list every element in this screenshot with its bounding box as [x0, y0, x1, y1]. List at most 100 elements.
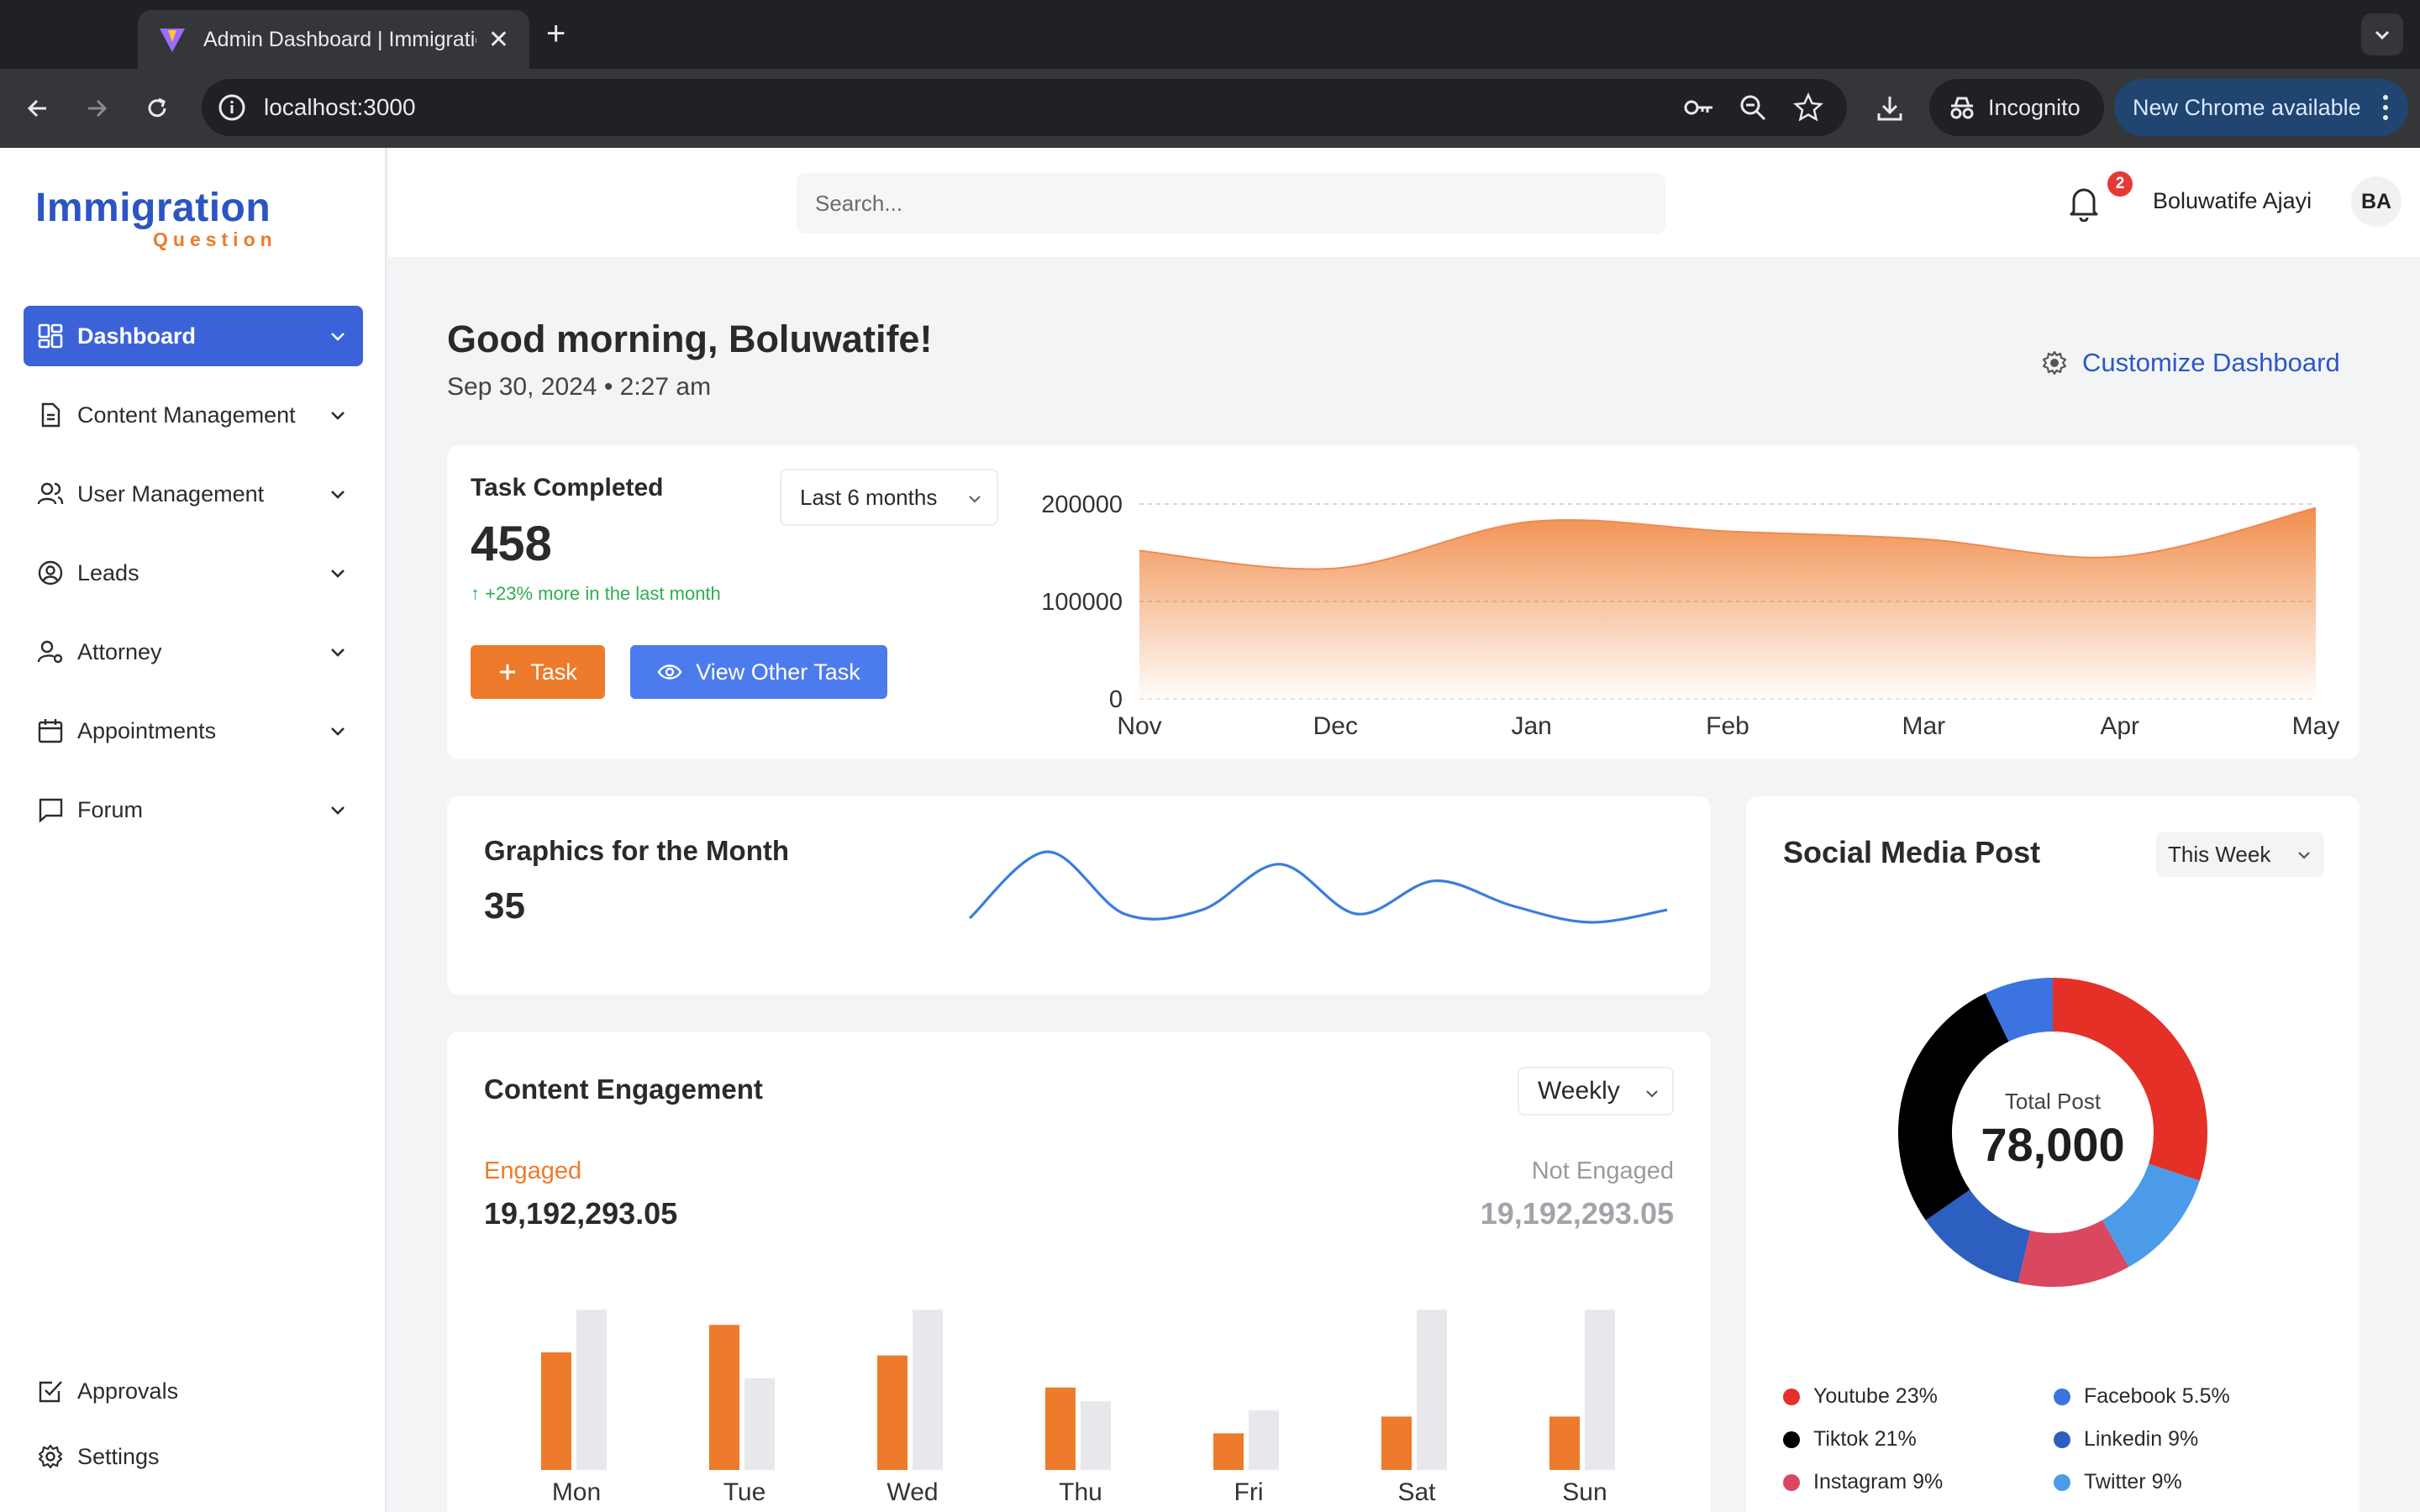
chevron-down-icon: [2375, 30, 2390, 40]
sidebar-item-label: Leads: [77, 559, 139, 585]
sidebar-item-label: Appointments: [77, 717, 217, 743]
add-task-button[interactable]: Task: [471, 645, 605, 699]
engagement-period-select[interactable]: Weekly: [1518, 1067, 1674, 1116]
browser-tab[interactable]: Admin Dashboard | Immigratio ✕: [138, 10, 529, 69]
kebab-menu-icon[interactable]: [2381, 94, 2390, 121]
bar-category-label: Mon: [552, 1478, 601, 1506]
legend-label: Linkedin 9%: [2084, 1427, 2199, 1451]
close-tab-icon[interactable]: ✕: [487, 25, 509, 54]
graphics-value: 35: [484, 885, 525, 927]
back-button[interactable]: [18, 89, 57, 128]
graphics-card-title: Graphics for the Month: [484, 835, 789, 866]
customize-dashboard-link[interactable]: Customize Dashboard: [2042, 348, 2340, 378]
arrow-left-icon: [27, 99, 46, 118]
x-tick-label: Jan: [1511, 712, 1551, 740]
reload-icon: [148, 97, 166, 118]
bookmark-star-icon[interactable]: [1793, 92, 1823, 123]
sidebar-item-appointments[interactable]: Appointments: [24, 701, 363, 761]
sidebar-item-settings[interactable]: Settings: [24, 1426, 363, 1487]
forward-button[interactable]: [77, 89, 116, 128]
info-icon[interactable]: [217, 92, 247, 123]
not-engaged-label: Not Engaged: [1531, 1158, 1674, 1184]
new-tab-icon[interactable]: +: [546, 15, 566, 52]
browser-tab-bar: Admin Dashboard | Immigratio ✕ +: [0, 0, 2420, 69]
bar-category-label: Thu: [1059, 1478, 1102, 1506]
y-tick-label: 100000: [1041, 589, 1123, 616]
graphics-sparkline: [968, 850, 1668, 924]
zoom-icon[interactable]: [1738, 92, 1768, 123]
legend-dot: [1783, 1473, 1800, 1491]
arrow-up-icon: ↑: [471, 583, 486, 604]
legend-dot: [2054, 1473, 2070, 1491]
sidebar-item-label: Settings: [77, 1443, 160, 1469]
url-text: localhost:3000: [264, 94, 416, 120]
update-chrome-button[interactable]: New Chrome available: [2114, 79, 2408, 136]
view-other-task-label: View Other Task: [696, 659, 860, 685]
legend-item: Tiktok 21%: [1783, 1427, 1917, 1452]
x-tick-label: Feb: [1706, 712, 1749, 740]
bell-icon[interactable]: [2067, 185, 2101, 222]
tab-search-button[interactable]: [2361, 13, 2403, 55]
area-line: [1139, 507, 2317, 570]
x-tick-label: Nov: [1117, 712, 1161, 740]
user-circle-icon: [35, 558, 66, 588]
donut-slice: [1925, 1189, 2032, 1284]
legend-item: Instagram 9%: [1783, 1470, 1943, 1494]
engagement-card-title: Content Engagement: [484, 1074, 763, 1105]
legend-label: Tiktok 21%: [1813, 1427, 1917, 1451]
sidebar-item-dashboard[interactable]: Dashboard: [24, 306, 363, 366]
view-other-task-button[interactable]: View Other Task: [630, 645, 887, 699]
checkbox-icon: [35, 1376, 66, 1406]
sparkline-path: [968, 850, 1668, 924]
legend-item: Facebook 5.5%: [2054, 1384, 2230, 1409]
avatar[interactable]: BA: [2351, 176, 2402, 227]
donut-slice: [2052, 978, 2207, 1181]
customize-dashboard-label: Customize Dashboard: [2082, 348, 2340, 377]
sidebar-item-approvals[interactable]: Approvals: [24, 1361, 363, 1421]
top-header: 2 Boluwatife Ajayi BA: [388, 148, 2420, 257]
task-card-title: Task Completed: [471, 474, 664, 501]
grid-icon: [35, 321, 66, 351]
chevron-down-icon: [969, 496, 981, 503]
task-trend-text: +23% more in the last month: [485, 583, 721, 604]
bar-engaged: [541, 1352, 571, 1470]
reload-button[interactable]: [138, 89, 176, 128]
social-period-select[interactable]: This Week: [2156, 832, 2324, 877]
social-period-value: This Week: [2168, 841, 2271, 867]
sidebar-item-forum[interactable]: Forum: [24, 780, 363, 840]
task-period-select[interactable]: Last 6 months: [780, 469, 998, 526]
user-name[interactable]: Boluwatife Ajayi: [2153, 188, 2312, 213]
legend-item: Linkedin 9%: [2054, 1427, 2198, 1452]
sidebar-item-user-management[interactable]: User Management: [24, 464, 363, 524]
sidebar: Immigration Question Dashboard Content M…: [0, 148, 387, 1512]
incognito-indicator[interactable]: Incognito: [1929, 79, 2104, 136]
sidebar-item-content-management[interactable]: Content Management: [24, 385, 363, 445]
chevron-down-icon: [331, 333, 345, 341]
immigration-logo[interactable]: Immigration Question: [35, 185, 272, 250]
notification-badge: 2: [2107, 171, 2133, 197]
sidebar-item-leads[interactable]: Leads: [24, 543, 363, 603]
x-tick-label: Apr: [2100, 712, 2139, 740]
task-completed-value: 458: [471, 517, 552, 571]
vite-favicon-icon: [160, 29, 185, 52]
key-icon[interactable]: [1682, 92, 1716, 123]
add-task-label: Task: [530, 659, 577, 685]
sidebar-item-attorney[interactable]: Attorney: [24, 622, 363, 682]
legend-label: Instagram 9%: [1813, 1470, 1944, 1494]
task-period-value: Last 6 months: [800, 484, 938, 510]
incognito-icon: [1950, 97, 1974, 119]
bar-not-engaged: [913, 1310, 943, 1470]
search-input[interactable]: [797, 173, 1665, 234]
arrow-right-icon: [88, 99, 108, 118]
legend-label: Youtube 23%: [1813, 1384, 1938, 1408]
chevron-down-icon: [331, 491, 345, 499]
sidebar-item-label: Approvals: [77, 1378, 179, 1404]
browser-toolbar: localhost:3000 Incognito New Chrome avai…: [0, 69, 2420, 148]
sidebar-item-label: Attorney: [77, 638, 162, 664]
address-bar[interactable]: localhost:3000: [202, 79, 1847, 136]
downloads-button[interactable]: [1870, 89, 1909, 128]
update-chrome-label: New Chrome available: [2133, 94, 2361, 120]
not-engaged-value: 19,192,293.05: [1480, 1196, 1674, 1231]
bar-category-label: Fri: [1234, 1478, 1264, 1506]
bar-category-label: Sat: [1397, 1478, 1436, 1506]
